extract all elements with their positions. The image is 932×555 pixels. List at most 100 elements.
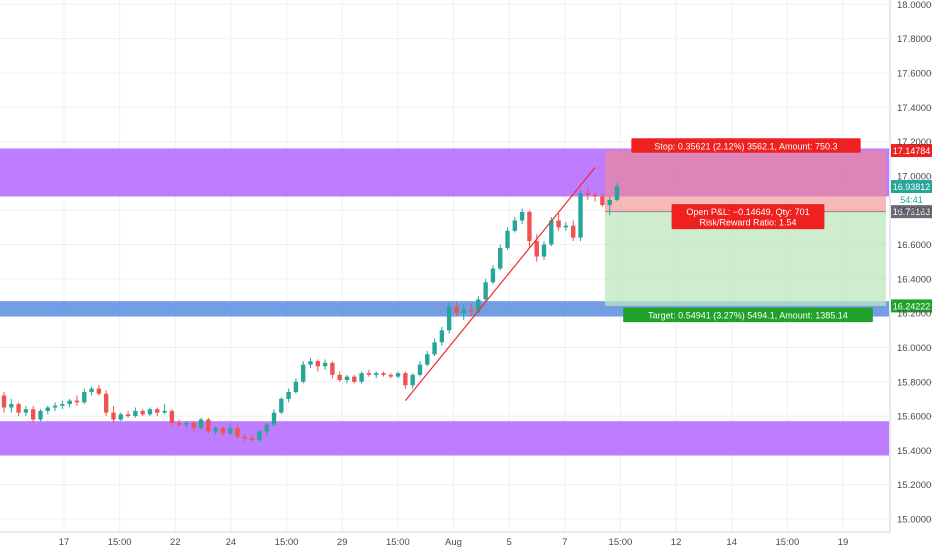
trend-line[interactable] bbox=[404, 166, 596, 402]
target-price-tag: 16.24222 bbox=[891, 299, 932, 313]
candle-body bbox=[468, 309, 474, 312]
candle-body bbox=[198, 419, 204, 429]
candle-body bbox=[461, 309, 466, 314]
y-tick-label: 16.40000 bbox=[897, 274, 932, 285]
candle-body bbox=[125, 414, 131, 417]
candle-body bbox=[82, 392, 87, 403]
candle-body bbox=[162, 410, 167, 413]
candle-body bbox=[549, 220, 554, 245]
candle-body bbox=[242, 436, 248, 439]
candles bbox=[1, 182, 620, 442]
candle-body bbox=[67, 400, 72, 405]
candle-body bbox=[206, 419, 211, 432]
y-tick-label: 16.80000 bbox=[897, 206, 932, 217]
candle-body bbox=[301, 364, 306, 382]
candle-body bbox=[176, 422, 182, 425]
candle-body bbox=[592, 194, 598, 197]
candle-body bbox=[60, 404, 65, 406]
pnl-label: Open P&L: −0.14649, Qty: 701Risk/Reward … bbox=[671, 204, 825, 230]
y-tick-label: 15.40000 bbox=[897, 446, 932, 457]
candle-body bbox=[9, 404, 14, 408]
candle-body bbox=[352, 376, 357, 382]
candle-body bbox=[169, 410, 175, 423]
trend-line[interactable] bbox=[404, 166, 596, 402]
current-price-tag: 16.93812 bbox=[891, 180, 932, 194]
candle-body bbox=[133, 410, 138, 417]
candle-countdown-text: 54:41 bbox=[900, 195, 923, 205]
target-price-tag-text: 16.24222 bbox=[893, 301, 931, 311]
y-tick-label: 17.60000 bbox=[897, 68, 932, 79]
candle-body bbox=[74, 400, 80, 403]
candle-body bbox=[279, 398, 284, 413]
x-tick-label: 22 bbox=[170, 537, 181, 548]
current-price-tag-text: 16.93812 bbox=[893, 182, 931, 192]
candle-body bbox=[228, 428, 233, 434]
candle-body bbox=[337, 374, 342, 381]
y-tick-label: 16.20000 bbox=[897, 309, 932, 320]
x-tick-label: Aug bbox=[445, 537, 462, 548]
x-tick-label: 14 bbox=[726, 537, 737, 548]
candle-body bbox=[534, 241, 539, 257]
candle-body bbox=[89, 388, 94, 393]
stop-label-text: Stop: 0.35621 (2.12%) 3562.1, Amount: 75… bbox=[654, 141, 837, 151]
x-tick-label: 17 bbox=[59, 537, 70, 548]
target-price-tag-bg bbox=[891, 299, 932, 313]
pnl-label-text: Risk/Reward Ratio: 1.54 bbox=[699, 218, 796, 228]
y-tick-label: 17.40000 bbox=[897, 103, 932, 114]
y-tick-label: 15.00000 bbox=[897, 514, 932, 525]
candle-body bbox=[155, 409, 160, 413]
stop-label-bg bbox=[631, 138, 861, 153]
candle-body bbox=[191, 422, 196, 429]
zone-band bbox=[0, 421, 889, 456]
candle-body bbox=[271, 412, 277, 425]
candle-body bbox=[257, 431, 262, 441]
stop-zone[interactable] bbox=[605, 150, 886, 212]
candle-body bbox=[614, 186, 620, 200]
x-tick-label: 5 bbox=[506, 537, 511, 548]
y-tick-label: 17.80000 bbox=[897, 34, 932, 45]
candle-body bbox=[563, 225, 569, 228]
candle-body bbox=[373, 373, 379, 375]
candle-body bbox=[322, 362, 328, 367]
candle-body bbox=[498, 247, 503, 269]
candle-body bbox=[527, 211, 532, 242]
candle-body bbox=[476, 299, 481, 312]
candle-body bbox=[490, 268, 496, 283]
candle-body bbox=[286, 392, 291, 399]
candle-body bbox=[417, 364, 423, 375]
candle-body bbox=[140, 410, 145, 415]
candle-body bbox=[585, 193, 590, 195]
candle-body bbox=[330, 362, 335, 375]
x-tick-label: 15:00 bbox=[108, 537, 132, 548]
candle-body bbox=[556, 220, 561, 228]
candle-countdown-bg bbox=[891, 193, 932, 207]
candle-body bbox=[541, 244, 547, 257]
candle-body bbox=[184, 422, 189, 425]
candle-body bbox=[607, 199, 612, 206]
pnl-label-bg bbox=[671, 204, 825, 230]
candle-body bbox=[381, 373, 386, 375]
candle-body bbox=[454, 306, 459, 314]
candle-body bbox=[1, 395, 7, 408]
candle-body bbox=[446, 306, 452, 331]
candle-body bbox=[315, 361, 320, 367]
candle-body bbox=[308, 361, 313, 365]
candle-body bbox=[505, 230, 510, 248]
y-tick-label: 15.60000 bbox=[897, 412, 932, 423]
candle-body bbox=[45, 407, 50, 411]
candle-body bbox=[235, 428, 240, 437]
candle-body bbox=[31, 409, 36, 420]
position-labels: Stop: 0.35621 (2.12%) 3562.1, Amount: 75… bbox=[623, 138, 932, 323]
candle-body bbox=[425, 354, 430, 365]
stop-label: Stop: 0.35621 (2.12%) 3562.1, Amount: 75… bbox=[631, 138, 861, 153]
target-label-text: Target: 0.54941 (3.27%) 5494.1, Amount: … bbox=[648, 311, 848, 321]
candle-body bbox=[600, 196, 605, 206]
candle-body bbox=[118, 414, 123, 420]
stop-price-tag-bg bbox=[891, 144, 932, 158]
candle-body bbox=[213, 428, 218, 432]
candle-body bbox=[103, 393, 109, 413]
candle-body bbox=[519, 211, 525, 221]
